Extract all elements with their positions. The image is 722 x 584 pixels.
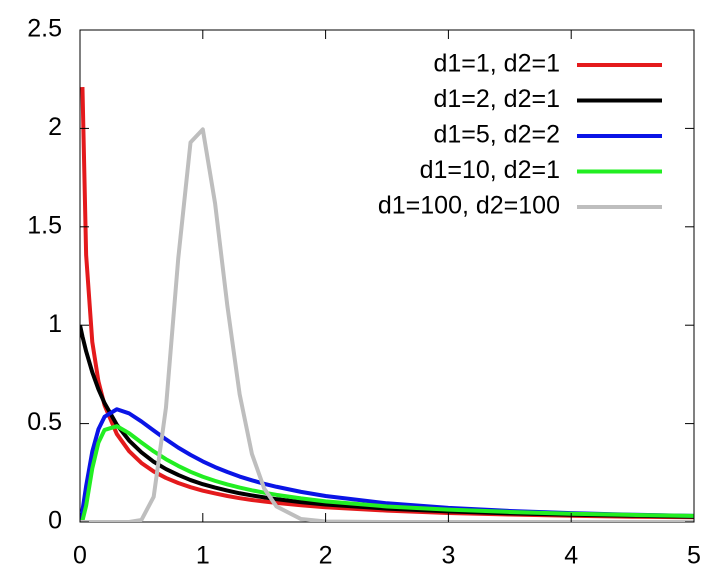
y-tick-label: 2 [48,113,62,141]
y-tick-label: 2.5 [27,15,62,43]
y-tick-label: 1 [48,310,62,338]
plot-frame [79,29,695,523]
y-tick-label: 0 [48,507,62,535]
series-line [80,407,694,522]
x-tick-label: 2 [319,542,333,570]
legend-label: d1=1, d2=1 [433,50,560,78]
x-tick-label: 4 [564,542,578,570]
x-tick-label: 3 [441,542,455,570]
series-line [80,424,694,522]
y-tick-label: 1.5 [27,211,62,239]
plot-area [80,87,694,522]
y-tick-label: 0.5 [27,408,62,436]
x-tick-label: 5 [687,542,701,570]
legend-label: d1=2, d2=1 [433,85,560,113]
legend-label: d1=10, d2=1 [420,156,560,184]
series-line [80,127,694,522]
legend-label: d1=100, d2=100 [378,192,560,220]
x-tick-label: 0 [73,542,87,570]
legend-label: d1=5, d2=2 [433,121,560,149]
x-tick-label: 1 [196,542,210,570]
